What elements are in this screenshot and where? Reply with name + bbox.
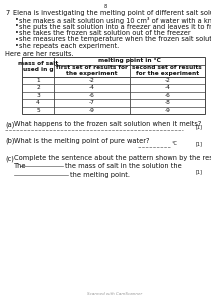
Text: -4: -4 (89, 85, 95, 90)
Text: melting point in °C: melting point in °C (98, 58, 161, 63)
Text: [1]: [1] (196, 124, 203, 129)
Text: second set of results
for the experiment: second set of results for the experiment (132, 65, 202, 76)
Text: she makes a salt solution using 10 cm³ of water with a known mass of salt: she makes a salt solution using 10 cm³ o… (19, 17, 211, 24)
Text: What happens to the frozen salt solution when it melts?: What happens to the frozen salt solution… (14, 121, 201, 127)
Text: (b): (b) (5, 138, 15, 145)
Text: (c): (c) (5, 155, 14, 161)
Text: [1]: [1] (196, 141, 203, 146)
Text: first set of results for
the experiment: first set of results for the experiment (56, 65, 128, 76)
Bar (22, 56, 205, 114)
Text: -6: -6 (164, 93, 170, 98)
Text: Here are her results.: Here are her results. (5, 52, 74, 58)
Text: Elena is investigating the melting point of different salt solutions.: Elena is investigating the melting point… (13, 10, 211, 16)
Text: -4: -4 (164, 85, 170, 90)
Text: °C: °C (172, 141, 178, 146)
Text: -2: -2 (89, 78, 95, 83)
Text: the melting point.: the melting point. (70, 172, 130, 178)
Text: [1]: [1] (196, 169, 203, 174)
Text: -9: -9 (89, 108, 95, 113)
Text: 1: 1 (36, 78, 40, 83)
Text: mass of salt
used in g: mass of salt used in g (18, 61, 58, 72)
Text: -2: -2 (164, 78, 170, 83)
Text: the mass of salt in the solution the: the mass of salt in the solution the (65, 163, 182, 169)
Text: 5: 5 (36, 108, 40, 113)
Text: she measures the temperature when the frozen salt solution melts: she measures the temperature when the fr… (19, 37, 211, 43)
Text: -6: -6 (89, 93, 95, 98)
Text: •: • (15, 37, 19, 43)
Text: -8: -8 (164, 100, 170, 105)
Text: she takes the frozen salt solution out of the freezer: she takes the frozen salt solution out o… (19, 30, 191, 36)
Text: -7: -7 (89, 100, 95, 105)
Text: she puts the salt solution into a freezer and leaves it to freeze: she puts the salt solution into a freeze… (19, 23, 211, 29)
Text: •: • (15, 43, 19, 49)
Text: -9: -9 (164, 108, 170, 113)
Text: 3: 3 (36, 93, 40, 98)
Text: •: • (15, 30, 19, 36)
Text: 8: 8 (103, 4, 107, 9)
Text: Scanned with CamScanner: Scanned with CamScanner (87, 292, 143, 296)
Text: •: • (15, 17, 19, 23)
Text: 4: 4 (36, 100, 40, 105)
Text: What is the melting point of pure water?: What is the melting point of pure water? (14, 138, 150, 144)
Text: (a): (a) (5, 121, 14, 128)
Text: she repeats each experiment.: she repeats each experiment. (19, 43, 119, 49)
Text: 7: 7 (5, 10, 9, 16)
Text: •: • (15, 23, 19, 29)
Text: The: The (14, 163, 27, 169)
Text: Complete the sentence about the pattern shown by the results.: Complete the sentence about the pattern … (14, 155, 211, 161)
Text: 2: 2 (36, 85, 40, 90)
